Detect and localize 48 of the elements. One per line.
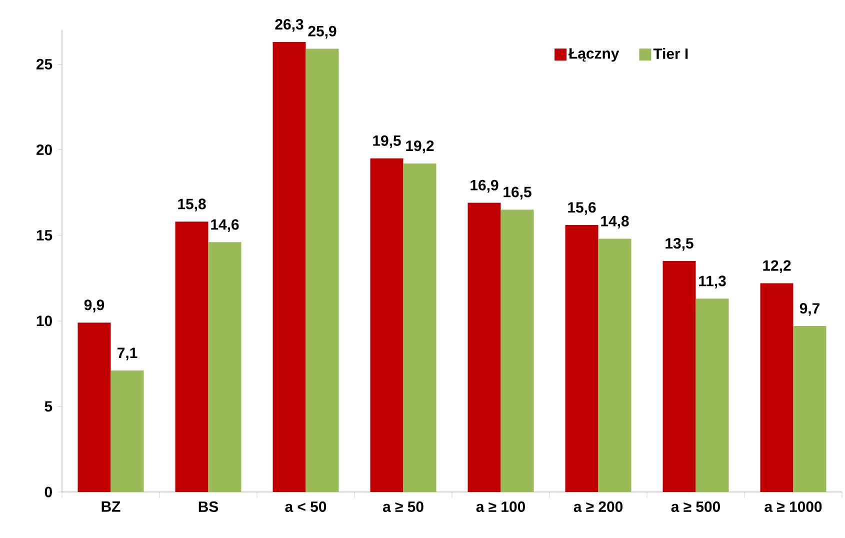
bar (110, 370, 144, 492)
data-label: 14,8 (601, 216, 629, 229)
legend-label: Tier I (653, 48, 688, 59)
y-tick-label: 15 (36, 230, 52, 241)
x-tick-label: a ≥ 1000 (764, 501, 822, 512)
bar (306, 48, 339, 492)
bar (662, 260, 696, 492)
y-tick-label: 20 (36, 144, 52, 156)
x-tick-label: a ≥ 200 (574, 501, 622, 512)
data-label: 26,3 (275, 19, 304, 32)
bar (793, 326, 826, 492)
x-tick-label: a ≥ 100 (476, 501, 525, 512)
y-tick-label: 25 (36, 58, 52, 70)
y-tick-label: 5 (44, 401, 52, 412)
data-label: 25,9 (308, 26, 336, 39)
bar (500, 210, 534, 492)
data-label: 19,5 (373, 135, 401, 148)
bar (175, 222, 208, 492)
data-label: 7,1 (118, 348, 138, 360)
data-label: 13,5 (666, 238, 694, 251)
y-tick-label: 0 (44, 486, 52, 498)
data-label: 9,9 (84, 300, 104, 312)
x-tick-label: a < 50 (285, 501, 326, 512)
bar (272, 42, 306, 492)
x-tick-label: BS (198, 501, 218, 512)
bar (565, 225, 598, 492)
data-label: 16,5 (504, 186, 532, 200)
data-label: 12,2 (763, 260, 791, 274)
data-label: 11,3 (699, 276, 726, 288)
data-label: 9,7 (800, 303, 820, 316)
bar (468, 202, 501, 492)
bar (78, 322, 111, 492)
bar (598, 238, 632, 492)
bar (403, 163, 436, 492)
data-label: 19,2 (406, 140, 434, 154)
data-label: 15,8 (178, 198, 206, 212)
x-tick-label: BZ (102, 501, 120, 512)
bar (208, 242, 242, 492)
data-label: 16,9 (470, 180, 498, 193)
x-tick-label: a ≥ 500 (671, 501, 720, 512)
bar (696, 298, 729, 492)
bar (370, 158, 404, 492)
bar (760, 283, 794, 492)
x-tick-label: a ≥ 50 (382, 501, 424, 512)
legend-label: Łączny (568, 48, 620, 62)
data-label: 15,6 (568, 202, 596, 215)
y-tick-label: 10 (36, 316, 52, 326)
data-label: 14,6 (211, 219, 239, 232)
